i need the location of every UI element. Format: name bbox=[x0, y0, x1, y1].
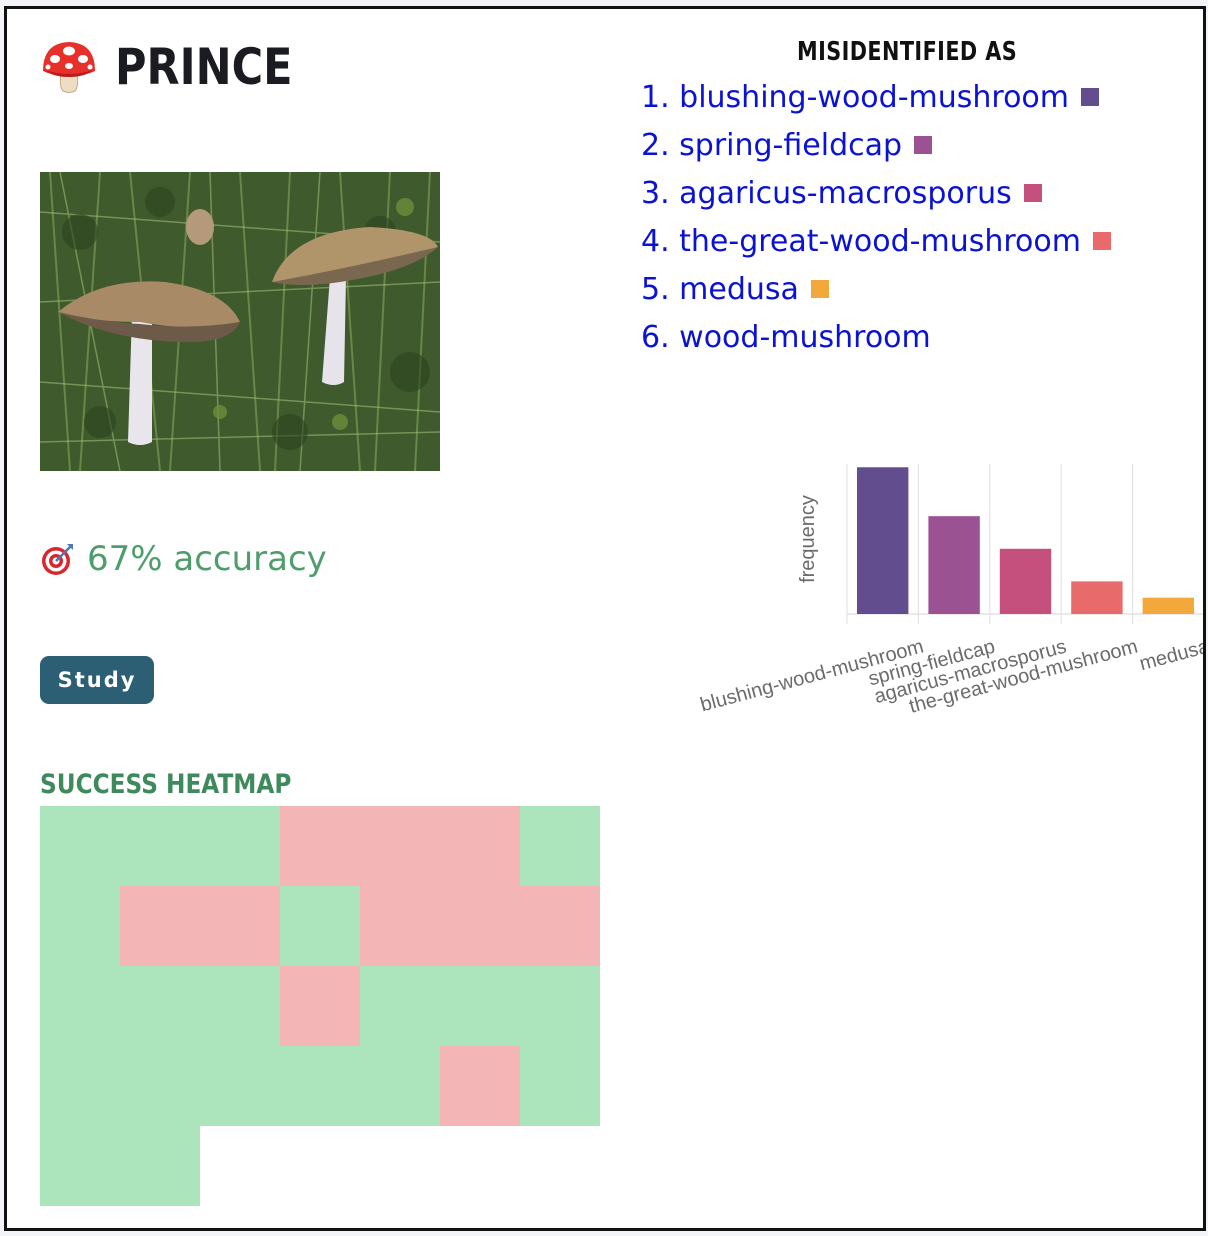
color-swatch bbox=[1023, 184, 1042, 202]
heatmap-cell-success bbox=[40, 966, 120, 1046]
heatmap-cell-success bbox=[120, 1126, 200, 1206]
color-swatch bbox=[1081, 88, 1100, 106]
heatmap-cell-fail bbox=[280, 806, 360, 886]
heatmap-cell-success bbox=[120, 966, 200, 1046]
misidentified-list: 1. blushing-wood-mushroom 2. spring-fiel… bbox=[641, 73, 1111, 361]
heatmap-cell-success bbox=[40, 1126, 120, 1206]
heatmap-cell-success bbox=[40, 1046, 120, 1126]
misidentified-label[interactable]: 6. wood-mushroom bbox=[641, 319, 931, 355]
bar-the-great-wood-mushroom bbox=[1071, 581, 1123, 614]
heatmap-cell-fail bbox=[440, 806, 520, 886]
bar-medusa bbox=[1142, 597, 1194, 614]
y-axis-label: frequency bbox=[797, 495, 819, 583]
mushroom-photo bbox=[40, 172, 440, 471]
heatmap-title: SUCCESS HEATMAP bbox=[40, 769, 292, 800]
misidentified-item[interactable]: 5. medusa bbox=[641, 265, 1111, 313]
color-swatch bbox=[914, 136, 933, 154]
heatmap-cell-success bbox=[440, 966, 520, 1046]
heatmap-cell-empty bbox=[200, 1126, 280, 1206]
heatmap-cell-success bbox=[360, 966, 440, 1046]
heatmap-cell-success bbox=[280, 1046, 360, 1126]
title-row: PRINCE bbox=[39, 37, 321, 97]
heatmap-cell-success bbox=[120, 806, 200, 886]
heatmap-cell-empty bbox=[280, 1126, 360, 1206]
study-button[interactable]: Study bbox=[40, 656, 154, 704]
bar-agaricus-macrosporus bbox=[999, 548, 1052, 614]
heatmap-cell-fail bbox=[440, 886, 520, 966]
heatmap-cell-success bbox=[360, 1046, 440, 1126]
heatmap-cell-fail bbox=[440, 1046, 520, 1126]
accuracy-text: 67% accuracy bbox=[87, 539, 327, 579]
misidentified-item[interactable]: 2. spring-fieldcap bbox=[641, 121, 1111, 169]
misidentified-title: MISIDENTIFIED AS bbox=[797, 37, 1018, 67]
species-card: PRINCE bbox=[4, 6, 1206, 1231]
frequency-chart: frequencyblushing-wood-mushroomspring-fi… bbox=[698, 464, 1203, 718]
color-swatch bbox=[810, 280, 829, 298]
misidentified-item[interactable]: 4. the-great-wood-mushroom bbox=[641, 217, 1111, 265]
target-icon bbox=[42, 544, 73, 575]
bar-spring-fieldcap bbox=[928, 516, 980, 614]
misidentified-item[interactable]: 6. wood-mushroom bbox=[641, 313, 1111, 361]
success-heatmap bbox=[40, 806, 600, 1206]
heatmap-cell-success bbox=[200, 1046, 280, 1126]
heatmap-cell-success bbox=[200, 806, 280, 886]
misidentified-label[interactable]: 5. medusa bbox=[641, 271, 799, 307]
mushroom-icon bbox=[43, 42, 95, 93]
heatmap-cell-success bbox=[520, 806, 600, 886]
misidentified-item[interactable]: 1. blushing-wood-mushroom bbox=[641, 73, 1111, 121]
misidentified-label[interactable]: 4. the-great-wood-mushroom bbox=[641, 223, 1081, 259]
accuracy-stat: 67% accuracy bbox=[39, 539, 327, 579]
species-title: PRINCE bbox=[115, 38, 293, 96]
x-tick-label: medusa bbox=[1137, 635, 1203, 675]
color-swatch bbox=[1092, 232, 1111, 250]
misidentified-label[interactable]: 2. spring-fieldcap bbox=[641, 127, 903, 163]
heatmap-cell-empty bbox=[520, 1126, 600, 1206]
heatmap-cell-empty bbox=[360, 1126, 440, 1206]
misidentified-item[interactable]: 3. agaricus-macrosporus bbox=[641, 169, 1111, 217]
misidentified-label[interactable]: 1. blushing-wood-mushroom bbox=[641, 79, 1070, 115]
heatmap-cell-empty bbox=[440, 1126, 520, 1206]
heatmap-cell-fail bbox=[520, 886, 600, 966]
misidentified-label[interactable]: 3. agaricus-macrosporus bbox=[641, 175, 1012, 211]
heatmap-cell-success bbox=[200, 966, 280, 1046]
bar-blushing-wood-mushroom bbox=[857, 467, 909, 614]
heatmap-cell-success bbox=[280, 886, 360, 966]
heatmap-cell-fail bbox=[360, 886, 440, 966]
heatmap-cell-fail bbox=[120, 886, 200, 966]
heatmap-cell-success bbox=[120, 1046, 200, 1126]
heatmap-cell-success bbox=[520, 966, 600, 1046]
heatmap-cell-success bbox=[40, 886, 120, 966]
heatmap-cell-fail bbox=[200, 886, 280, 966]
heatmap-cell-fail bbox=[280, 966, 360, 1046]
heatmap-cell-success bbox=[40, 806, 120, 886]
heatmap-cell-success bbox=[520, 1046, 600, 1126]
heatmap-cell-fail bbox=[360, 806, 440, 886]
